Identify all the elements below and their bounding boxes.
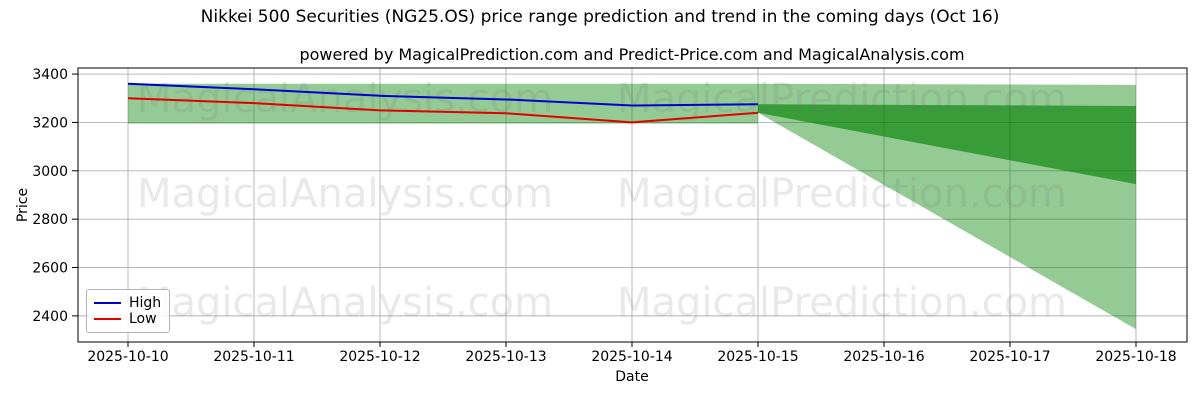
y-tick-label: 2800 [32,212,68,228]
watermark-analysis: MagicalAnalysis.com [137,280,553,326]
y-tick-label: 2400 [32,309,68,325]
x-tick-label: 2025-10-16 [843,349,924,365]
legend: High Low [86,289,170,333]
watermark-prediction: MagicalPrediction.com [617,280,1067,326]
legend-item-high: High [94,295,162,311]
x-tick-label: 2025-10-12 [339,349,420,365]
x-tick-label: 2025-10-17 [969,349,1050,365]
x-tick-label: 2025-10-10 [87,349,168,365]
x-tick-label: 2025-10-11 [213,349,294,365]
legend-label-low: Low [129,311,157,327]
watermark-prediction: MagicalPrediction.com [617,76,1067,122]
watermark-analysis: MagicalAnalysis.com [137,171,553,217]
y-tick-label: 3400 [32,67,68,83]
chart-subtitle: powered by MagicalPrediction.com and Pre… [299,45,965,64]
legend-label-high: High [129,295,162,311]
x-tick-label: 2025-10-13 [465,349,546,365]
low-line-swatch [94,318,121,320]
inner-forecast-band [758,104,1136,185]
x-axis-label: Date [615,369,648,385]
chart-title: Nikkei 500 Securities (NG25.OS) price ra… [200,7,1000,27]
high-line [127,82,759,107]
y-tick-label: 2600 [32,261,68,277]
low-line [127,97,759,124]
historical-range-band [128,83,758,124]
y-tick-label: 3200 [32,115,68,131]
y-tick-label: 3000 [32,164,68,180]
x-tick-label: 2025-10-18 [1095,349,1176,365]
watermark-prediction: MagicalPrediction.com [617,171,1067,217]
high-line-swatch [94,302,121,304]
legend-item-low: Low [94,311,162,327]
y-axis-label: Price [15,188,31,222]
x-tick-label: 2025-10-14 [591,349,672,365]
x-tick-label: 2025-10-15 [717,349,798,365]
